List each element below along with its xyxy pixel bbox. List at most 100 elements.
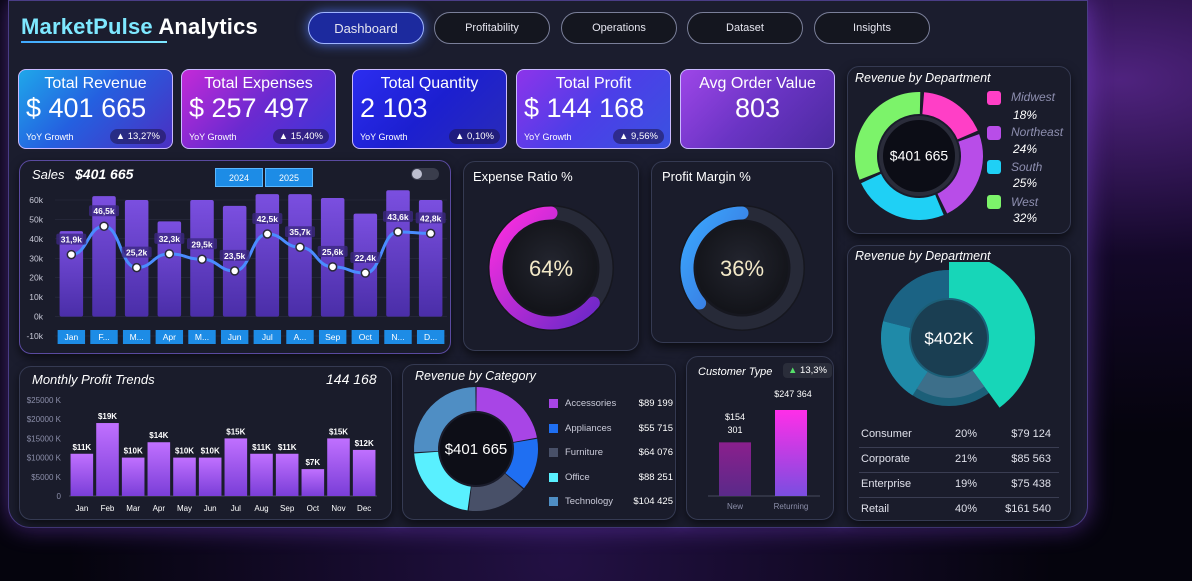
department-donut: $401 665 xyxy=(855,91,983,220)
category-center xyxy=(440,413,512,485)
data-label-box xyxy=(121,246,152,258)
sales-point xyxy=(393,227,403,237)
x-tick-label: New xyxy=(727,502,743,511)
tab-insights[interactable]: Insights xyxy=(814,12,930,44)
segment-name: Consumer xyxy=(861,428,912,440)
table-row: Consumer 20% $79 124 xyxy=(859,423,1059,448)
profit-bar xyxy=(301,469,325,496)
app-title-part2: Analytics xyxy=(158,14,258,39)
monthly-profit-title: Monthly Profit Trends xyxy=(32,372,155,387)
legend-swatch-midwest xyxy=(987,91,1001,105)
profit-bar xyxy=(121,457,145,496)
sales-bar xyxy=(353,213,378,317)
kpi-title: Avg Order Value xyxy=(699,75,816,92)
sales-chart: 60k 50k 40k 30k 20k 10k 0k -10k Jan F... M... Apr M.… xyxy=(26,190,447,344)
sales-bar xyxy=(255,194,280,317)
data-label: $11K xyxy=(278,443,297,452)
kpi-avg-order-value: Avg Order Value 803 xyxy=(680,69,835,149)
x-tick-label: D... xyxy=(424,332,437,342)
x-tick-label: Oct xyxy=(359,332,373,342)
legend-value: $88 251 xyxy=(638,471,673,483)
department-slice xyxy=(949,262,1035,408)
kpi-total-expenses: Total Expenses $ 257 497 YoY Growth ▲ 15… xyxy=(181,69,336,149)
sales-line xyxy=(71,224,431,275)
y-tick-label: 30k xyxy=(29,253,43,263)
segment-value: $161 540 xyxy=(1005,503,1051,515)
y-tick-label: $5000 K xyxy=(31,473,61,482)
data-label-box xyxy=(350,252,381,264)
x-tick-label: M... xyxy=(195,332,209,342)
kpi-badge: ▲ 9,56% xyxy=(613,129,664,144)
data-label: $10K xyxy=(201,447,220,456)
kpi-title: Total Profit xyxy=(555,75,632,92)
data-label: $11K xyxy=(72,443,91,452)
tab-dataset[interactable]: Dataset xyxy=(687,12,803,44)
department-slice xyxy=(855,91,921,180)
x-tick-label: Sep xyxy=(280,504,295,513)
data-label: 43,6k xyxy=(387,212,409,222)
month-label-box xyxy=(155,330,184,344)
app-title: MarketPulse Analytics xyxy=(21,14,258,40)
segment-pct: 20% xyxy=(955,428,978,440)
data-label: $15K xyxy=(329,427,348,436)
segment-value: $75 438 xyxy=(1011,478,1051,490)
data-label-box xyxy=(285,226,315,238)
x-tick-label: Apr xyxy=(163,332,176,342)
legend-label: Furniture xyxy=(565,447,604,458)
y-tick-label: $15000 K xyxy=(27,434,62,443)
tab-operations[interactable]: Operations xyxy=(561,12,677,44)
category-legend-item: Furniture $64 076 xyxy=(549,447,673,458)
month-label-box xyxy=(122,330,151,344)
data-label: $14K xyxy=(149,431,168,440)
sales-point xyxy=(99,221,109,231)
customer-type-badge: ▲ 13,3% xyxy=(783,363,832,378)
app-title-part1: MarketPulse xyxy=(21,14,153,39)
kpi-badge: ▲ 13,27% xyxy=(109,129,166,144)
profit-bar xyxy=(250,453,273,496)
sales-point xyxy=(66,249,77,260)
sales-toggle[interactable] xyxy=(411,168,439,180)
data-label-box xyxy=(154,232,185,244)
legend-value-midwest: 18% xyxy=(1013,108,1038,122)
profit-bar xyxy=(352,449,376,496)
department-center-text: $402K xyxy=(924,329,974,348)
kpi-total-quantity: Total Quantity 2 103 YoY Growth ▲ 0,10% xyxy=(352,69,507,149)
month-label-box xyxy=(188,330,216,344)
profit-bar xyxy=(70,453,94,496)
category-title: Revenue by Category xyxy=(415,369,536,383)
category-legend-item: Appliances $55 715 xyxy=(549,423,673,434)
department-slice xyxy=(881,321,928,396)
x-tick-label: Jul xyxy=(231,504,241,513)
data-label: $154 xyxy=(725,412,745,422)
legend-value-northeast: 24% xyxy=(1013,142,1038,156)
x-tick-label: Jul xyxy=(262,332,273,342)
sales-bar xyxy=(320,198,345,317)
year-2024-button[interactable]: 2024 xyxy=(215,168,263,187)
kpi-total-profit: Total Profit $ 144 168 YoY Growth ▲ 9,56… xyxy=(516,69,671,149)
profit-bar xyxy=(275,453,299,496)
x-tick-label: N... xyxy=(391,332,404,342)
tab-profitability[interactable]: Profitability xyxy=(434,12,550,44)
department-slice xyxy=(937,134,983,214)
month-label-box xyxy=(318,330,347,344)
y-tick-label: 40k xyxy=(29,234,43,244)
data-label: 23,5k xyxy=(224,251,246,261)
year-2025-button[interactable]: 2025 xyxy=(265,168,313,187)
category-legend-item: Accessories $89 199 xyxy=(549,398,673,409)
x-tick-label: F... xyxy=(98,332,109,342)
data-label-box xyxy=(252,213,283,224)
kpi-value: $ 401 665 xyxy=(26,93,147,123)
department-donut-2: $402K xyxy=(881,262,1035,408)
x-tick-label: Jun xyxy=(204,504,217,513)
x-tick-label: Aug xyxy=(254,504,268,513)
y-tick-label: 60k xyxy=(29,195,43,205)
segment-name: Enterprise xyxy=(861,478,912,490)
data-label: 301 xyxy=(727,425,742,435)
kpi-title: Total Expenses xyxy=(204,75,313,92)
gauge-value: 64% xyxy=(529,256,573,281)
tab-dashboard[interactable]: Dashboard xyxy=(308,12,424,44)
legend-swatch xyxy=(549,497,558,506)
legend-value: $104 425 xyxy=(633,496,673,507)
sales-bar xyxy=(418,200,443,317)
gauge-arc xyxy=(680,206,749,310)
